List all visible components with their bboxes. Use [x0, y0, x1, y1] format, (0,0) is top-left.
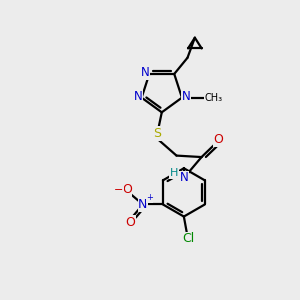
Text: +: + — [146, 194, 153, 202]
Text: Cl: Cl — [182, 232, 194, 245]
Text: O: O — [122, 183, 132, 196]
Text: O: O — [213, 133, 223, 146]
Text: N: N — [179, 171, 188, 184]
Text: H: H — [170, 168, 178, 178]
Text: O: O — [125, 216, 135, 229]
Text: S: S — [153, 127, 161, 140]
Text: CH₃: CH₃ — [205, 93, 223, 103]
Text: N: N — [138, 198, 148, 211]
Text: −: − — [114, 185, 123, 195]
Text: N: N — [182, 90, 190, 103]
Text: N: N — [141, 66, 150, 79]
Text: N: N — [134, 90, 142, 103]
